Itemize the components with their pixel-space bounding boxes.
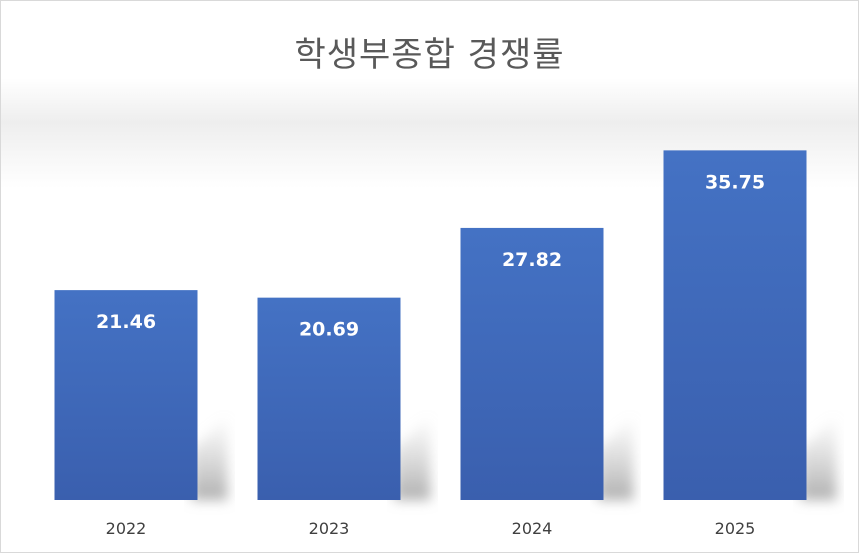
bar-shadow-2024 [597, 415, 634, 500]
data-label-2023: 20.69 [299, 319, 359, 341]
data-label-2024: 27.82 [502, 249, 562, 271]
bar-2024 [460, 227, 604, 500]
data-label-2022: 21.46 [96, 311, 156, 333]
bar-shadow-2025 [800, 415, 837, 500]
x-tick-label-2022: 2022 [106, 519, 147, 538]
x-tick-label-2024: 2024 [512, 519, 553, 538]
bar-2022 [54, 290, 198, 500]
data-label-2025: 35.75 [705, 171, 765, 193]
bar-2025 [663, 150, 807, 501]
bar-2023 [257, 297, 401, 500]
chart-title: 학생부종합 경쟁률 [294, 35, 565, 75]
bar-shadow-2022 [191, 415, 228, 500]
x-tick-label-2023: 2023 [309, 519, 350, 538]
bar-shadow-2023 [394, 415, 431, 500]
x-tick-label-2025: 2025 [715, 519, 756, 538]
